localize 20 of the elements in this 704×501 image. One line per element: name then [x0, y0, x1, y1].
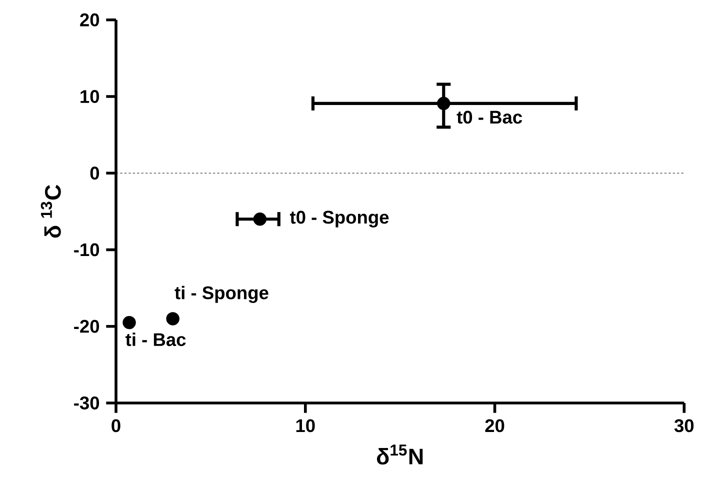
- annotation: t0 - Sponge: [290, 210, 389, 228]
- point: [437, 96, 450, 110]
- x-tick-label: 0: [112, 419, 120, 432]
- annotation: t0 - Bac: [456, 110, 522, 124]
- x-axis-title: δ$^{15}$N: [376, 444, 423, 465]
- annotation: ti - Sponge: [174, 286, 268, 303]
- point: [122, 316, 136, 330]
- annotation: ti - Bac: [126, 332, 186, 346]
- y-tick-label: 10: [80, 90, 100, 103]
- y-tick-label: -10: [74, 243, 100, 256]
- y-tick-label: -20: [74, 320, 100, 333]
- y-tick-label: -30: [74, 396, 100, 410]
- y-axis-title: δ $^{13}$C: [40, 184, 61, 238]
- y-tick-label: 20: [80, 13, 100, 26]
- point: [166, 312, 180, 326]
- point: [253, 212, 267, 226]
- x-tick-label: 20: [485, 419, 504, 432]
- x-tick-label: 30: [674, 419, 694, 432]
- x-tick-label: 10: [296, 419, 315, 432]
- y-tick-label: 0: [90, 166, 100, 180]
